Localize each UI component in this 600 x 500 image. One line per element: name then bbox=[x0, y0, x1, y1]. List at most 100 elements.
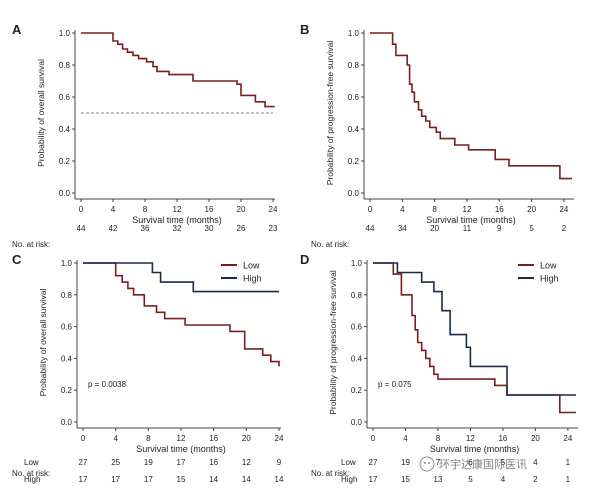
y-tick-label: 0.2 bbox=[348, 157, 360, 166]
y-tick-label: 0.4 bbox=[61, 354, 73, 363]
risk-value: 17 bbox=[144, 475, 153, 484]
risk-value: 20 bbox=[430, 224, 439, 233]
x-tick-label: 0 bbox=[81, 434, 86, 443]
risk-value: 25 bbox=[111, 458, 120, 467]
risk-value: 17 bbox=[79, 475, 88, 484]
y-tick-label: 0.8 bbox=[61, 291, 73, 300]
risk-value: 4 bbox=[501, 475, 506, 484]
watermark: 环宇达康国际医讯 bbox=[419, 456, 527, 472]
watermark-text: 环宇达康国际医讯 bbox=[439, 457, 527, 471]
risk-value: 27 bbox=[369, 458, 378, 467]
risk-value: 14 bbox=[275, 475, 284, 484]
risk-value: 14 bbox=[209, 475, 218, 484]
x-tick-label: 0 bbox=[371, 434, 376, 443]
risk-value: 27 bbox=[79, 458, 88, 467]
risk-value: 26 bbox=[237, 224, 246, 233]
y-tick-label: 0.0 bbox=[351, 418, 363, 427]
risk-row-label: Low bbox=[24, 458, 39, 467]
x-tick-label: 20 bbox=[242, 434, 251, 443]
p-value: p = 0.075 bbox=[378, 380, 412, 389]
y-axis-title: Probability of progression-free survival bbox=[325, 41, 335, 186]
legend-label-low: Low bbox=[540, 261, 557, 271]
y-tick-label: 0.8 bbox=[348, 61, 360, 70]
panel-letter: D bbox=[300, 252, 309, 267]
risk-value: 11 bbox=[463, 224, 472, 233]
wechat-icon-dot bbox=[424, 462, 426, 464]
y-tick-label: 0.0 bbox=[348, 189, 360, 198]
risk-value: 23 bbox=[269, 224, 278, 233]
risk-value: 4 bbox=[533, 458, 538, 467]
y-tick-label: 0.8 bbox=[351, 291, 363, 300]
x-tick-label: 8 bbox=[436, 434, 441, 443]
risk-value: 6 bbox=[468, 458, 473, 467]
y-tick-label: 0.4 bbox=[59, 125, 71, 134]
risk-value: 44 bbox=[77, 224, 86, 233]
risk-table-label: No. at risk: bbox=[12, 469, 50, 478]
risk-value: 17 bbox=[369, 475, 378, 484]
panel-c: C 0.0 0.2 0.4 0.6 0.8 1.0 0 4 8 12 16 20 24 Survival t… bbox=[12, 252, 284, 484]
y-tick-label: 0.0 bbox=[61, 418, 73, 427]
x-tick-label: 16 bbox=[495, 205, 504, 214]
risk-row-label: High bbox=[24, 475, 40, 484]
risk-value: 19 bbox=[144, 458, 153, 467]
y-tick-label: 0.0 bbox=[59, 189, 71, 198]
y-tick-label: 0.2 bbox=[59, 157, 71, 166]
y-tick-label: 0.8 bbox=[59, 61, 71, 70]
x-tick-label: 0 bbox=[79, 205, 84, 214]
risk-value: 44 bbox=[366, 224, 375, 233]
x-tick-label: 8 bbox=[432, 205, 437, 214]
risk-row-label: Low bbox=[341, 458, 356, 467]
y-tick-label: 0.6 bbox=[348, 93, 360, 102]
risk-value: 1 bbox=[566, 458, 571, 467]
x-axis-title: Survival time (months) bbox=[132, 215, 222, 225]
risk-value: 5 bbox=[501, 458, 506, 467]
y-tick-label: 1.0 bbox=[61, 259, 73, 268]
y-tick-label: 1.0 bbox=[348, 29, 360, 38]
y-tick-label: 0.6 bbox=[351, 323, 363, 332]
x-tick-label: 12 bbox=[463, 205, 472, 214]
x-tick-label: 16 bbox=[498, 434, 507, 443]
y-tick-label: 0.2 bbox=[351, 386, 363, 395]
risk-value: 14 bbox=[242, 475, 251, 484]
survival-curve-low bbox=[83, 262, 280, 367]
panel-letter: B bbox=[300, 22, 309, 37]
legend-label-high: High bbox=[243, 274, 262, 284]
risk-value: 34 bbox=[398, 224, 407, 233]
risk-value: 42 bbox=[109, 224, 118, 233]
y-tick-label: 0.2 bbox=[61, 386, 73, 395]
x-tick-label: 20 bbox=[237, 205, 246, 214]
panel-letter: A bbox=[12, 22, 22, 37]
x-tick-label: 20 bbox=[527, 205, 536, 214]
panel-letter: C bbox=[12, 252, 22, 267]
x-tick-label: 4 bbox=[111, 205, 116, 214]
y-tick-label: 1.0 bbox=[351, 259, 363, 268]
risk-value: 12 bbox=[242, 458, 251, 467]
x-tick-label: 8 bbox=[146, 434, 151, 443]
risk-row-label: High bbox=[341, 475, 357, 484]
x-tick-label: 8 bbox=[143, 205, 148, 214]
y-tick-label: 0.4 bbox=[348, 125, 360, 134]
y-axis-title: Probability of overall survival bbox=[38, 289, 48, 397]
y-tick-label: 0.6 bbox=[59, 93, 71, 102]
survival-curve-all bbox=[370, 32, 572, 180]
risk-value: 2 bbox=[562, 224, 567, 233]
risk-table-label: No. at risk: bbox=[311, 469, 349, 478]
x-tick-label: 24 bbox=[269, 205, 278, 214]
risk-value: 30 bbox=[205, 224, 214, 233]
risk-value: 9 bbox=[277, 458, 282, 467]
y-axis-title: Probability of progression-free survival bbox=[328, 270, 338, 415]
wechat-icon bbox=[419, 456, 435, 472]
x-axis-title: Survival time (months) bbox=[430, 444, 520, 454]
x-tick-label: 4 bbox=[400, 205, 405, 214]
x-tick-label: 24 bbox=[559, 205, 568, 214]
x-tick-label: 16 bbox=[209, 434, 218, 443]
risk-value: 19 bbox=[401, 458, 410, 467]
y-tick-label: 0.4 bbox=[351, 354, 363, 363]
survival-curve-high bbox=[373, 262, 576, 396]
x-tick-label: 24 bbox=[275, 434, 284, 443]
x-tick-label: 16 bbox=[205, 205, 214, 214]
x-tick-label: 24 bbox=[563, 434, 572, 443]
risk-value: 9 bbox=[497, 224, 502, 233]
